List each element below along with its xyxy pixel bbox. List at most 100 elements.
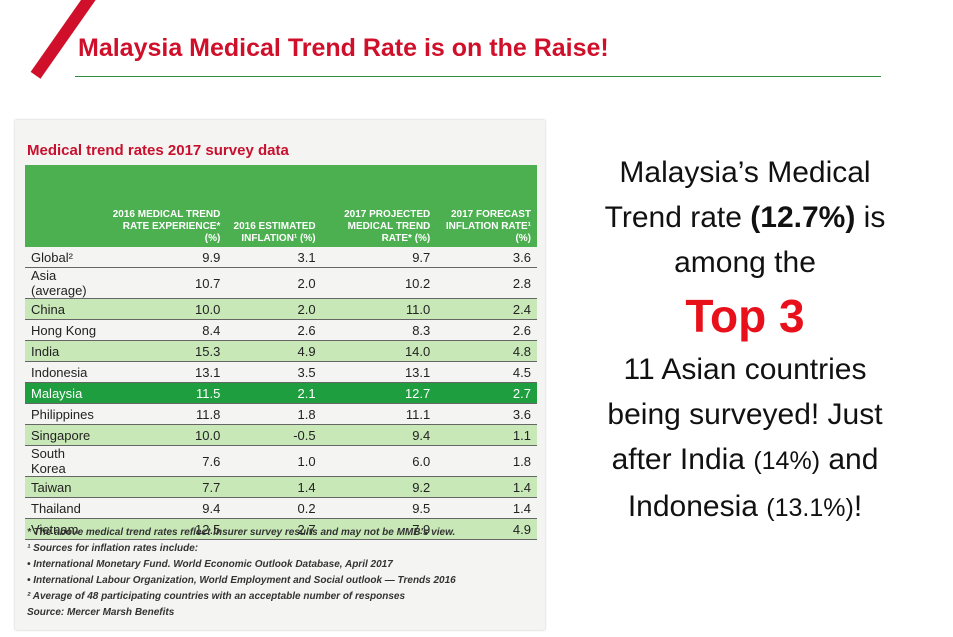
table-row: Singapore 10.0 -0.5 9.4 1.1	[25, 424, 537, 446]
table-row: Philippines 11.8 1.8 11.1 3.6	[25, 403, 537, 425]
callout-text: and Indonesia	[627, 443, 879, 523]
value-cell: 10.2	[321, 267, 437, 299]
value-cell: 1.4	[226, 476, 322, 498]
value-cell: 3.5	[226, 361, 322, 383]
value-cell: 9.5	[321, 497, 437, 519]
value-cell: 13.1	[105, 361, 227, 383]
callout-text: 11 Asian countries being surveyed! Just …	[607, 353, 883, 476]
callout-text: (13.1%)	[766, 494, 854, 522]
header-row: 2016 MEDICAL TREND RATE EXPERIENCE* (%) 2…	[25, 165, 537, 247]
value-cell: 2.7	[436, 382, 537, 404]
value-cell: 11.1	[321, 403, 437, 425]
value-cell: 8.3	[321, 319, 437, 341]
value-cell: 12.5	[105, 518, 227, 540]
value-cell: 2.0	[226, 298, 322, 320]
callout-text: (14%)	[753, 447, 821, 475]
callout-emphasis: Top 3	[685, 290, 805, 342]
value-cell: 9.2	[321, 476, 437, 498]
value-cell: 11.8	[105, 403, 227, 425]
value-cell: 3.1	[226, 247, 322, 268]
header-cell: 2017 PROJECTED MEDICAL TREND RATE* (%)	[321, 165, 437, 247]
value-cell: 10.0	[105, 424, 227, 446]
country-cell: Global²	[25, 247, 106, 268]
country-cell: China	[25, 298, 106, 320]
value-cell: 15.3	[105, 340, 227, 362]
value-cell: 1.8	[226, 403, 322, 425]
footnote: ¹ Sources for inflation rates include:	[27, 543, 199, 554]
country-cell: Taiwan	[25, 476, 106, 498]
value-cell: 2.7	[226, 518, 322, 540]
value-cell: 9.9	[105, 247, 227, 268]
value-cell: 1.8	[436, 445, 537, 477]
value-cell: 4.9	[226, 340, 322, 362]
value-cell: 1.4	[436, 476, 537, 498]
footnotes: * The above medical trend rates reflect …	[27, 525, 456, 621]
callout: Malaysia’s Medical Trend rate (12.7%) is…	[590, 150, 900, 531]
header-cell	[25, 165, 106, 247]
value-cell: 14.0	[321, 340, 437, 362]
table-row: India 15.3 4.9 14.0 4.8	[25, 340, 537, 362]
value-cell: 9.4	[105, 497, 227, 519]
value-cell: 7.6	[105, 445, 227, 477]
value-cell: 9.7	[321, 247, 437, 268]
country-cell: Vietnam	[25, 518, 106, 540]
value-cell: 2.1	[226, 382, 322, 404]
country-cell: South Korea	[25, 445, 106, 477]
header-cell: 2016 MEDICAL TREND RATE EXPERIENCE* (%)	[105, 165, 227, 247]
title-rule	[75, 76, 881, 77]
table-image: Medical trend rates 2017 survey data 201…	[15, 120, 545, 630]
value-cell: 3.6	[436, 247, 537, 268]
callout-highlight: (12.7%)	[750, 201, 856, 234]
value-cell: 4.5	[436, 361, 537, 383]
value-cell: 10.7	[105, 267, 227, 299]
value-cell: 4.9	[436, 518, 537, 540]
table-row: South Korea 7.6 1.0 6.0 1.8	[25, 445, 537, 477]
footnote: • International Monetary Fund. World Eco…	[27, 559, 393, 570]
value-cell: 4.8	[436, 340, 537, 362]
country-cell: Thailand	[25, 497, 106, 519]
country-cell: India	[25, 340, 106, 362]
value-cell: 2.8	[436, 267, 537, 299]
callout-text: Malaysia’s Medical Trend rate	[604, 156, 871, 234]
table-title: Medical trend rates 2017 survey data	[27, 142, 289, 159]
value-cell: 2.6	[226, 319, 322, 341]
slide-title: Malaysia Medical Trend Rate is on the Ra…	[78, 34, 609, 62]
footnote: * The above medical trend rates reflect …	[27, 527, 456, 538]
value-cell: 2.4	[436, 298, 537, 320]
value-cell: 11.5	[105, 382, 227, 404]
footnote: • International Labour Organization, Wor…	[27, 575, 456, 586]
table-row: Taiwan 7.7 1.4 9.2 1.4	[25, 476, 537, 498]
header-cell: 2017 FORECAST INFLATION RATE¹ (%)	[436, 165, 537, 247]
trend-table: 2016 MEDICAL TREND RATE EXPERIENCE* (%) 2…	[25, 165, 537, 540]
footnote: ² Average of 48 participating countries …	[27, 591, 406, 602]
country-cell: Asia (average)	[25, 267, 106, 299]
value-cell: -0.5	[226, 424, 322, 446]
value-cell: 10.0	[105, 298, 227, 320]
value-cell: 13.1	[321, 361, 437, 383]
country-cell: Hong Kong	[25, 319, 106, 341]
header-cell: 2016 ESTIMATED INFLATION¹ (%)	[226, 165, 322, 247]
value-cell: 0.2	[226, 497, 322, 519]
table-row: China 10.0 2.0 11.0 2.4	[25, 298, 537, 320]
table-row: Thailand 9.4 0.2 9.5 1.4	[25, 497, 537, 519]
table-row: Global² 9.9 3.1 9.7 3.6	[25, 247, 537, 268]
value-cell: 7.9	[321, 518, 437, 540]
value-cell: 2.6	[436, 319, 537, 341]
value-cell: 6.0	[321, 445, 437, 477]
callout-text: !	[853, 490, 863, 523]
value-cell: 8.4	[105, 319, 227, 341]
callout-text: is among the	[674, 201, 886, 279]
footnote: Source: Mercer Marsh Benefits	[27, 607, 175, 618]
table-row: Hong Kong 8.4 2.6 8.3 2.6	[25, 319, 537, 341]
country-cell: Indonesia	[25, 361, 106, 383]
table-row: Indonesia 13.1 3.5 13.1 4.5	[25, 361, 537, 383]
value-cell: 9.4	[321, 424, 437, 446]
value-cell: 1.4	[436, 497, 537, 519]
value-cell: 1.0	[226, 445, 322, 477]
value-cell: 11.0	[321, 298, 437, 320]
country-cell: Singapore	[25, 424, 106, 446]
table-row: Asia (average) 10.7 2.0 10.2 2.8	[25, 267, 537, 299]
country-cell: Philippines	[25, 403, 106, 425]
value-cell: 3.6	[436, 403, 537, 425]
